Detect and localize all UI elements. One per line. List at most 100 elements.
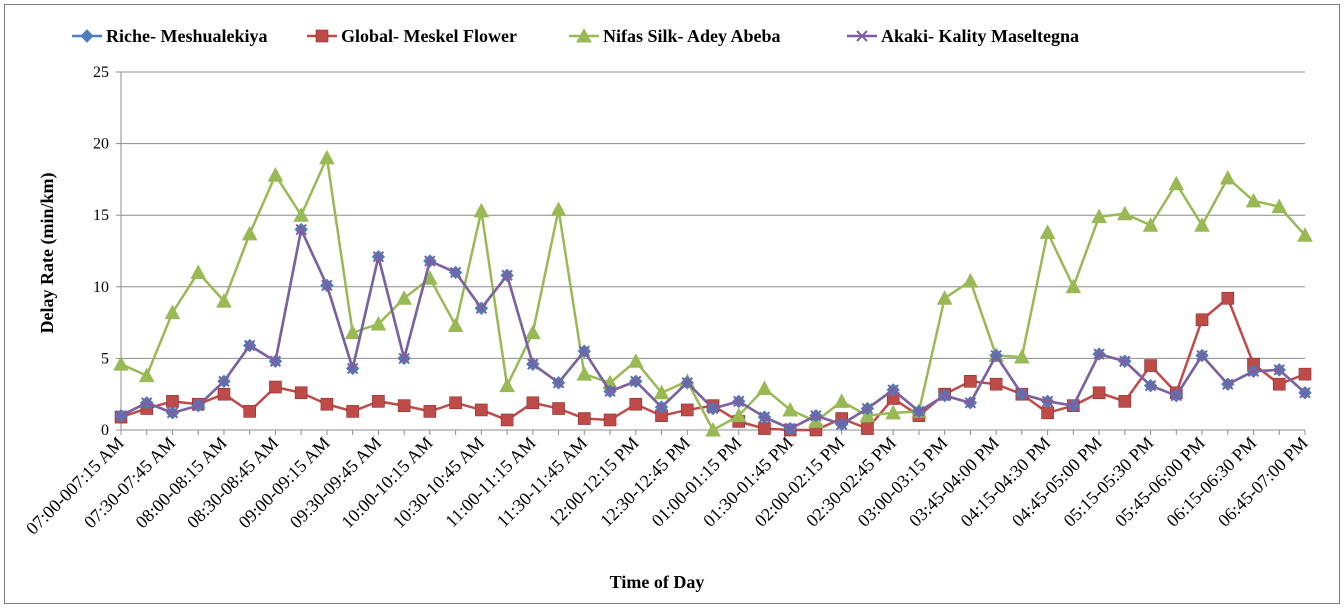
data-point: [141, 397, 153, 409]
data-point: [1196, 349, 1208, 362]
data-point: [344, 324, 361, 340]
x-tick-label: 03:00-03:15 PM: [854, 433, 952, 531]
x-marker-stroke: [604, 385, 616, 398]
data-point: [447, 317, 464, 332]
data-point: [527, 358, 539, 370]
x-marker-stroke: [501, 269, 513, 282]
data-point: [730, 407, 747, 423]
x-marker-stroke: [1144, 379, 1157, 392]
data-point: [320, 397, 334, 411]
x-marker-stroke: [913, 405, 925, 418]
x-tick-label: 08:00-08:15 AM: [131, 433, 230, 532]
x-marker-stroke: [810, 409, 822, 422]
data-point: [449, 266, 462, 279]
x-marker-stroke: [115, 409, 127, 422]
data-point: [1271, 198, 1288, 214]
data-point: [578, 345, 591, 357]
x-marker-stroke: [424, 255, 436, 267]
x-marker-stroke: [835, 418, 848, 430]
data-point: [1247, 365, 1260, 377]
legend-item: Global- Meskel Flower: [307, 26, 517, 46]
data-point: [398, 352, 410, 365]
data-point: [707, 402, 719, 415]
x-marker-stroke: [398, 352, 410, 365]
data-point: [1272, 377, 1286, 391]
data-point: [1273, 364, 1285, 376]
x-marker-stroke: [372, 251, 385, 263]
x-tick-label: 12:00-12:15 PM: [545, 433, 643, 531]
x-marker-stroke: [1273, 364, 1285, 376]
x-tick-label: 11:00-11:15 AM: [441, 433, 539, 531]
x-marker-stroke: [295, 223, 307, 236]
grid-lines: [121, 71, 1305, 359]
data-point: [576, 366, 593, 381]
x-tick-label: 01:30-01:45 PM: [699, 433, 797, 531]
data-point: [473, 202, 490, 218]
x-marker-stroke: [681, 377, 693, 389]
data-point: [835, 418, 848, 430]
data-point: [758, 422, 771, 435]
data-point: [653, 384, 670, 400]
data-point: [295, 223, 307, 236]
x-marker-stroke: [655, 401, 668, 413]
data-point: [475, 302, 488, 314]
x-tick-label: 07:30-07:45 AM: [80, 433, 179, 532]
data-point: [1116, 205, 1133, 221]
data-point: [758, 411, 771, 423]
data-point: [655, 401, 668, 413]
x-marker-stroke: [784, 422, 796, 435]
data-point: [629, 397, 643, 411]
data-point: [346, 362, 359, 375]
x-tick-label: 05:15-05:30 PM: [1059, 433, 1157, 531]
y-tick-label: 20: [93, 136, 109, 153]
data-point: [500, 413, 514, 427]
data-point: [962, 273, 979, 288]
data-point: [782, 401, 799, 417]
data-point: [499, 377, 515, 393]
data-point: [449, 396, 462, 410]
legend-swatch-marker: [80, 29, 94, 43]
data-point: [243, 405, 256, 418]
data-point: [887, 384, 899, 396]
data-point: [1221, 291, 1235, 305]
x-tick-label: 02:30-02:45 PM: [802, 433, 900, 531]
data-point: [938, 389, 951, 402]
x-tick-label: 04:15-04:30 PM: [956, 433, 1054, 531]
data-point: [1168, 175, 1185, 191]
x-marker-stroke: [1016, 388, 1028, 400]
data-point: [681, 377, 693, 389]
x-marker-stroke: [938, 389, 951, 402]
x-marker-stroke: [218, 375, 230, 388]
data-point: [550, 201, 567, 216]
data-point: [166, 395, 179, 408]
data-point: [1067, 399, 1080, 412]
x-marker-stroke: [475, 302, 488, 314]
data-point: [552, 402, 565, 415]
data-point: [1222, 378, 1234, 390]
data-point: [964, 375, 977, 388]
x-tick-label: 02:00-02:15 PM: [751, 433, 849, 531]
x-tick-label: 06:45-07:00 PM: [1214, 433, 1312, 531]
data-point: [269, 380, 282, 394]
data-point: [630, 375, 642, 388]
legend-swatch-marker: [856, 30, 868, 42]
x-tick-label: 03:45-04:00 PM: [905, 433, 1003, 531]
x-tick-label: 10:00-10:15 AM: [337, 433, 436, 532]
data-point: [861, 402, 874, 415]
data-point: [218, 375, 230, 388]
data-point: [756, 380, 773, 395]
legend: Riche- Meshualekiya Global- Meskel Flower…: [72, 26, 1079, 46]
data-point: [138, 367, 155, 383]
data-point: [833, 393, 850, 408]
x-marker-stroke: [346, 362, 359, 375]
data-point: [372, 251, 385, 263]
x-marker-stroke: [758, 411, 771, 423]
legend-item: Akaki- Kality Maseltegna: [847, 26, 1079, 46]
data-point: [294, 386, 308, 400]
data-point: [1219, 169, 1236, 185]
series-layer: [113, 149, 1313, 437]
data-point: [861, 422, 874, 435]
data-point: [989, 377, 1003, 391]
data-point: [1041, 395, 1054, 408]
x-marker-stroke: [192, 399, 204, 412]
